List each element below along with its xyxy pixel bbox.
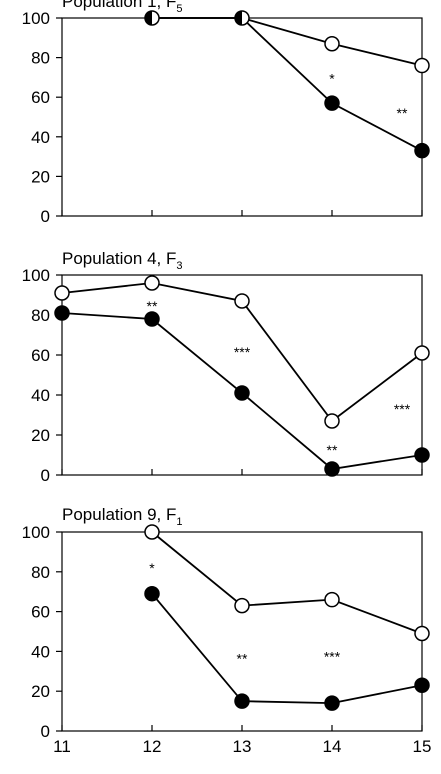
- filled-circle-marker: [144, 311, 160, 327]
- open-circle-marker: [234, 597, 250, 614]
- significance-label: **: [237, 650, 248, 666]
- open-circle-marker: [144, 275, 160, 291]
- open-series-line: [152, 17, 423, 67]
- y-tick-label: 60: [31, 346, 50, 365]
- x-tick-label: 13: [233, 737, 252, 756]
- y-tick-label: 0: [41, 466, 50, 485]
- y-tick-label: 80: [31, 563, 50, 582]
- filled-series-line: [152, 17, 423, 152]
- panel-title-subscript: 3: [176, 260, 182, 272]
- y-tick-label: 0: [41, 722, 50, 741]
- filled-circle-marker: [324, 95, 340, 111]
- filled-circle-marker: [414, 142, 430, 159]
- filled-circle-marker: [234, 385, 250, 401]
- significance-label: **: [327, 442, 338, 458]
- y-tick-label: 60: [31, 603, 50, 622]
- open-series-line: [151, 531, 423, 635]
- plot-frame: [61, 17, 423, 217]
- y-tick-label: 40: [31, 128, 50, 147]
- panel-title-text: Population 1, F: [62, 0, 176, 11]
- filled-circle-marker: [414, 447, 430, 463]
- y-tick-label: 20: [31, 682, 50, 701]
- y-tick-label: 40: [31, 386, 50, 405]
- filled-circle-marker: [324, 695, 340, 711]
- significance-label: ***: [234, 344, 251, 360]
- x-tick-label: 15: [413, 737, 432, 756]
- y-tick-label: 100: [22, 266, 50, 285]
- filled-series-line: [151, 593, 423, 705]
- y-tick-label: 80: [31, 49, 50, 68]
- panel-title-text: Population 4, F: [62, 249, 176, 268]
- y-tick-label: 20: [31, 167, 50, 186]
- significance-label: **: [147, 298, 158, 314]
- y-tick-label: 60: [31, 88, 50, 107]
- x-tick-label: 11: [53, 737, 71, 756]
- filled-circle-marker: [54, 305, 70, 321]
- y-tick-label: 20: [31, 426, 50, 445]
- y-tick-label: 80: [31, 306, 50, 325]
- half-filled-marker-left: [235, 11, 242, 25]
- open-circle-marker: [414, 625, 430, 642]
- y-tick-label: 100: [22, 9, 50, 28]
- significance-label: **: [397, 105, 408, 121]
- x-tick-label: 14: [323, 737, 342, 756]
- open-circle-marker: [54, 285, 70, 301]
- panel-title-subscript: 5: [176, 3, 182, 15]
- significance-label: *: [149, 560, 155, 576]
- open-circle-marker: [324, 413, 340, 429]
- filled-circle-marker: [414, 677, 430, 693]
- x-tick-label: 12: [143, 737, 162, 756]
- open-circle-marker: [414, 345, 430, 361]
- panel-title: Population 4, F3: [62, 249, 182, 272]
- significance-label: ***: [324, 648, 341, 664]
- filled-circle-marker: [324, 461, 340, 477]
- panel-title-text: Population 9, F: [62, 505, 176, 524]
- panel-title-subscript: 1: [176, 516, 182, 528]
- panel-title: Population 1, F5: [62, 0, 182, 15]
- filled-circle-marker: [234, 693, 250, 709]
- open-circle-marker: [234, 293, 250, 309]
- y-tick-label: 0: [41, 207, 50, 226]
- open-circle-marker: [414, 57, 430, 74]
- panel-title: Population 9, F1: [62, 505, 182, 528]
- y-tick-label: 40: [31, 642, 50, 661]
- half-filled-marker-left: [145, 11, 152, 25]
- open-circle-marker: [324, 35, 340, 52]
- significance-label: ***: [394, 401, 411, 417]
- significance-label: *: [329, 70, 335, 86]
- open-circle-marker: [324, 591, 340, 608]
- filled-circle-marker: [144, 585, 160, 602]
- y-tick-label: 100: [22, 523, 50, 542]
- open-circle-marker: [144, 524, 160, 540]
